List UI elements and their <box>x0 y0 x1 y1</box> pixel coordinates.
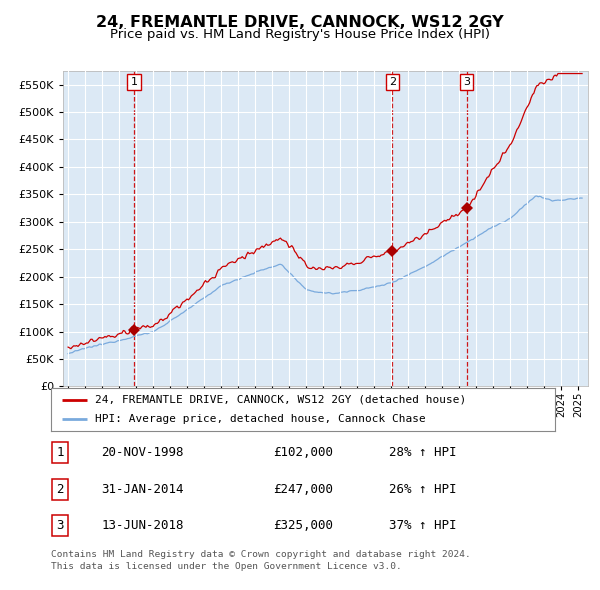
Text: £247,000: £247,000 <box>273 483 333 496</box>
Text: 1: 1 <box>56 447 64 460</box>
Text: 28% ↑ HPI: 28% ↑ HPI <box>389 447 456 460</box>
Text: 24, FREMANTLE DRIVE, CANNOCK, WS12 2GY (detached house): 24, FREMANTLE DRIVE, CANNOCK, WS12 2GY (… <box>95 395 467 405</box>
Text: 1: 1 <box>131 77 137 87</box>
Text: Contains HM Land Registry data © Crown copyright and database right 2024.: Contains HM Land Registry data © Crown c… <box>51 550 471 559</box>
Text: 26% ↑ HPI: 26% ↑ HPI <box>389 483 456 496</box>
Text: 3: 3 <box>463 77 470 87</box>
Text: 13-JUN-2018: 13-JUN-2018 <box>101 519 184 532</box>
Text: 2: 2 <box>389 77 396 87</box>
Text: Price paid vs. HM Land Registry's House Price Index (HPI): Price paid vs. HM Land Registry's House … <box>110 28 490 41</box>
Text: 31-JAN-2014: 31-JAN-2014 <box>101 483 184 496</box>
Text: This data is licensed under the Open Government Licence v3.0.: This data is licensed under the Open Gov… <box>51 562 402 571</box>
Text: £102,000: £102,000 <box>273 447 333 460</box>
Text: HPI: Average price, detached house, Cannock Chase: HPI: Average price, detached house, Cann… <box>95 414 426 424</box>
Text: 3: 3 <box>56 519 64 532</box>
Text: 37% ↑ HPI: 37% ↑ HPI <box>389 519 456 532</box>
Text: 2: 2 <box>56 483 64 496</box>
Text: 24, FREMANTLE DRIVE, CANNOCK, WS12 2GY: 24, FREMANTLE DRIVE, CANNOCK, WS12 2GY <box>96 15 504 30</box>
Text: 20-NOV-1998: 20-NOV-1998 <box>101 447 184 460</box>
Text: £325,000: £325,000 <box>273 519 333 532</box>
